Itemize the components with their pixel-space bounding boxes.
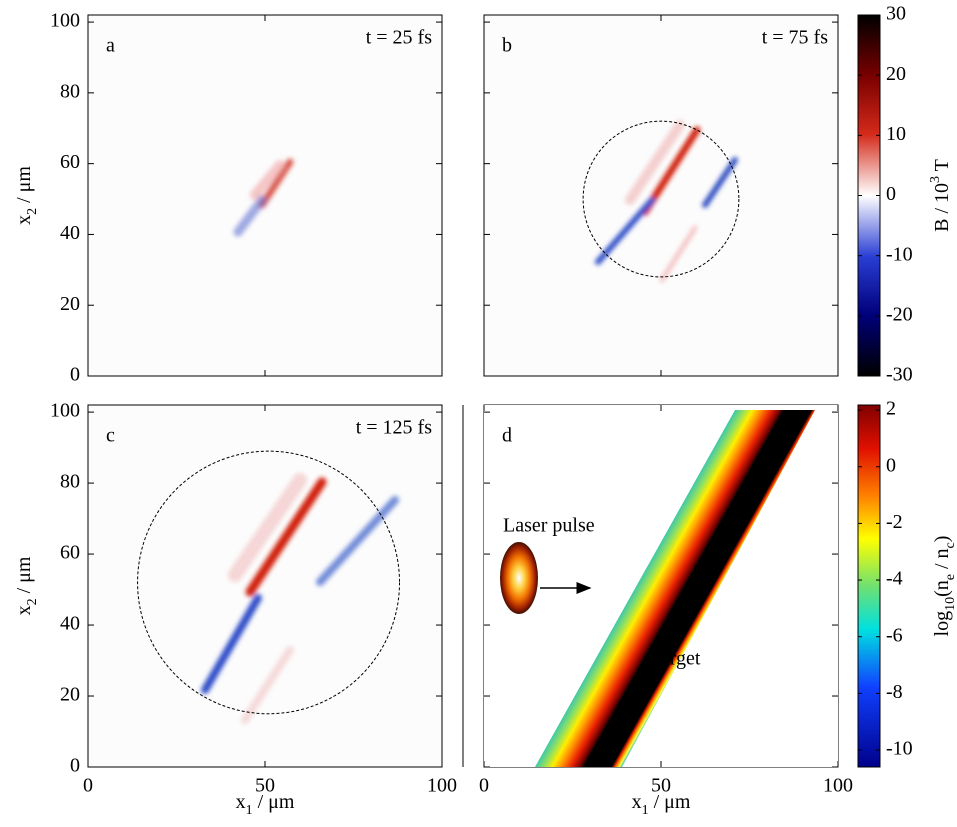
- dashed-circle: [582, 120, 740, 278]
- axis-label: x2 / μm: [13, 166, 40, 225]
- x-tick-label: 0: [83, 775, 93, 797]
- laser-pulse: [500, 542, 538, 614]
- colorbar-tick-label: 0: [886, 183, 896, 205]
- label-part: x: [13, 605, 35, 615]
- label-part: / μm: [13, 166, 35, 208]
- annotation: Target: [650, 648, 701, 670]
- label-part: / n: [931, 548, 953, 574]
- panel-label: a: [106, 35, 115, 57]
- time-label: t = 75 fs: [762, 27, 828, 49]
- colorbar-tick-label: -20: [886, 303, 913, 325]
- label-part: (n: [931, 580, 953, 597]
- colorbar-tick-label: -2: [886, 511, 903, 533]
- time-label: t = 125 fs: [356, 417, 432, 439]
- panel-label: c: [106, 425, 115, 447]
- label-part: e: [943, 574, 957, 580]
- label-part: 3: [928, 176, 943, 183]
- label-part: ): [931, 536, 953, 543]
- label-part: c: [943, 542, 957, 548]
- panel-label: d: [502, 425, 512, 447]
- colorbar-tick-label: -6: [886, 624, 903, 646]
- label-part: log: [931, 611, 953, 637]
- label-part: x: [632, 791, 642, 813]
- axis-label: B / 103 T: [928, 159, 953, 232]
- y-tick-label: 80: [60, 471, 80, 493]
- dashed-circle: [137, 450, 401, 715]
- x-tick-label: 100: [427, 775, 457, 797]
- y-tick-label: 60: [60, 542, 80, 564]
- label-part: / μm: [649, 791, 691, 813]
- label-part: 2: [25, 598, 40, 605]
- target-density: [484, 405, 838, 767]
- colorbar-tick-label: -4: [886, 568, 903, 590]
- label-part: 1: [246, 803, 253, 818]
- y-tick-label: 40: [60, 613, 80, 635]
- label-part: 1: [642, 803, 649, 818]
- y-tick-label: 100: [50, 10, 80, 32]
- label-part: B / 10: [931, 183, 953, 232]
- label-part: x: [236, 791, 246, 813]
- annotation: Laser pulse: [503, 515, 595, 537]
- time-label: t = 25 fs: [366, 27, 432, 49]
- colorbar-tick-label: 20: [886, 63, 906, 85]
- y-tick-label: 100: [50, 400, 80, 422]
- label-part: / μm: [253, 791, 295, 813]
- label-part: 2: [25, 208, 40, 215]
- plot-frame: [87, 404, 443, 768]
- axis-label: x1 / μm: [632, 791, 691, 818]
- x-tick-label: 50: [255, 775, 275, 797]
- colorbar-tick-label: 2: [886, 398, 896, 420]
- colorbar-tick-label: 30: [886, 3, 906, 25]
- colorbar-tick-label: -8: [886, 681, 903, 703]
- label-part: T: [931, 159, 953, 176]
- field-pattern: [201, 120, 738, 724]
- colorbar: [857, 404, 881, 768]
- colorbar-tick-label: 10: [886, 123, 906, 145]
- y-tick-label: 20: [60, 293, 80, 315]
- axis-label: log10(ne / nc): [931, 536, 957, 637]
- y-tick-label: 20: [60, 684, 80, 706]
- y-tick-label: 40: [60, 222, 80, 244]
- y-tick-label: 60: [60, 151, 80, 173]
- plot-frame: [483, 14, 839, 377]
- colorbar-tick-label: -10: [886, 738, 913, 760]
- axis-label: x1 / μm: [236, 791, 295, 818]
- x-tick-label: 100: [823, 775, 853, 797]
- x-tick-label: 50: [651, 775, 671, 797]
- label-part: / μm: [13, 556, 35, 598]
- colorbar-tick-label: 0: [886, 454, 896, 476]
- x-tick-label: 0: [479, 775, 489, 797]
- axis-label: x2 / μm: [13, 556, 40, 615]
- y-tick-label: 80: [60, 80, 80, 102]
- y-tick-label: 0: [70, 755, 80, 777]
- colorbar-tick-label: -30: [886, 364, 913, 386]
- panel-label: b: [502, 35, 512, 57]
- y-tick-label: 0: [70, 364, 80, 386]
- label-part: x: [13, 215, 35, 225]
- colorbar-tick-label: -10: [886, 243, 913, 265]
- label-part: 10: [943, 597, 957, 611]
